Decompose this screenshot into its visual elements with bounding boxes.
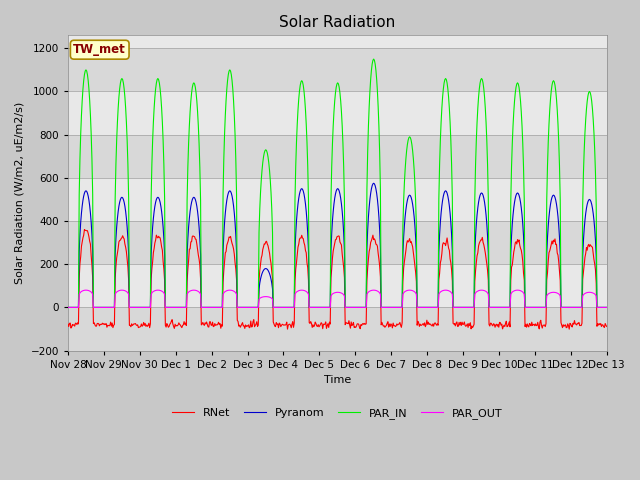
Bar <box>68 36 607 48</box>
PAR_OUT <box>82 287 90 293</box>
PAR_IN <box>129 304 137 310</box>
PAR_OUT <box>419 304 427 310</box>
RNet <box>603 324 611 329</box>
Line: RNet: RNet <box>68 229 607 329</box>
RNet <box>420 323 428 328</box>
Bar <box>68 48 607 92</box>
PAR_OUT <box>603 304 611 310</box>
PAR_OUT <box>213 304 221 310</box>
PAR_IN <box>64 304 72 310</box>
Pyranom <box>184 236 192 241</box>
PAR_IN <box>603 304 611 310</box>
Pyranom <box>419 304 427 310</box>
RNet <box>284 326 291 332</box>
PAR_IN <box>404 142 412 147</box>
Pyranom <box>64 304 72 310</box>
Pyranom <box>370 180 378 186</box>
RNet <box>74 320 81 325</box>
Bar <box>68 92 607 135</box>
Pyranom <box>404 197 412 203</box>
Legend: RNet, Pyranom, PAR_IN, PAR_OUT: RNet, Pyranom, PAR_IN, PAR_OUT <box>168 404 507 423</box>
RNet <box>185 258 193 264</box>
Pyranom <box>212 304 220 310</box>
PAR_OUT <box>74 304 81 310</box>
Bar <box>68 264 607 307</box>
RNet <box>404 239 412 245</box>
X-axis label: Time: Time <box>324 375 351 385</box>
Pyranom <box>603 304 611 310</box>
RNet <box>81 227 88 232</box>
Line: PAR_IN: PAR_IN <box>68 59 607 307</box>
Y-axis label: Solar Radiation (W/m2, uE/m2/s): Solar Radiation (W/m2, uE/m2/s) <box>15 102 25 284</box>
RNet <box>213 322 221 328</box>
Pyranom <box>129 304 137 310</box>
Bar <box>68 307 607 350</box>
Pyranom <box>74 304 81 310</box>
PAR_IN <box>419 304 427 310</box>
PAR_IN <box>370 56 378 62</box>
PAR_OUT <box>130 304 138 310</box>
PAR_OUT <box>404 288 412 293</box>
PAR_OUT <box>64 304 72 310</box>
Title: Solar Radiation: Solar Radiation <box>279 15 396 30</box>
PAR_OUT <box>185 289 193 295</box>
Text: TW_met: TW_met <box>74 43 126 56</box>
RNet <box>64 321 72 327</box>
Bar <box>68 135 607 178</box>
PAR_IN <box>74 304 81 310</box>
PAR_IN <box>184 164 192 170</box>
RNet <box>130 321 138 327</box>
Line: Pyranom: Pyranom <box>68 183 607 307</box>
Line: PAR_OUT: PAR_OUT <box>68 290 607 307</box>
Bar <box>68 221 607 264</box>
PAR_IN <box>212 304 220 310</box>
Bar <box>68 178 607 221</box>
